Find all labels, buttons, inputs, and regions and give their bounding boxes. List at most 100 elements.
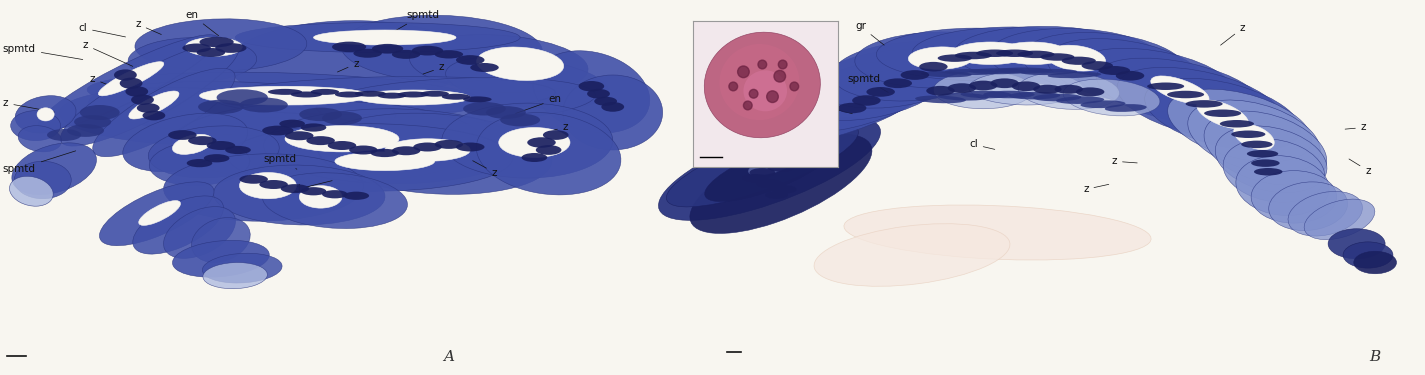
Text: spmtd: spmtd xyxy=(3,44,83,60)
Ellipse shape xyxy=(1231,130,1265,138)
Ellipse shape xyxy=(1167,91,1204,98)
Ellipse shape xyxy=(60,87,311,145)
Ellipse shape xyxy=(435,50,463,58)
Ellipse shape xyxy=(955,52,992,59)
Ellipse shape xyxy=(217,89,268,106)
Ellipse shape xyxy=(1247,150,1278,158)
Ellipse shape xyxy=(720,44,799,120)
Text: z: z xyxy=(83,40,133,66)
Ellipse shape xyxy=(1047,72,1102,78)
Ellipse shape xyxy=(844,205,1151,260)
Ellipse shape xyxy=(908,47,973,69)
Ellipse shape xyxy=(1062,57,1096,65)
Ellipse shape xyxy=(1220,120,1254,128)
Text: z: z xyxy=(338,59,359,72)
Ellipse shape xyxy=(852,95,881,106)
Ellipse shape xyxy=(832,42,992,101)
Circle shape xyxy=(789,82,798,91)
Ellipse shape xyxy=(1288,191,1362,236)
Ellipse shape xyxy=(752,156,781,165)
Ellipse shape xyxy=(758,80,923,146)
Ellipse shape xyxy=(214,165,385,225)
Ellipse shape xyxy=(128,91,180,119)
Text: gr: gr xyxy=(855,21,884,45)
Ellipse shape xyxy=(215,43,247,53)
Ellipse shape xyxy=(301,123,326,132)
Ellipse shape xyxy=(533,51,650,133)
Ellipse shape xyxy=(142,111,165,120)
Ellipse shape xyxy=(1116,71,1144,81)
Ellipse shape xyxy=(1076,87,1104,96)
Ellipse shape xyxy=(204,154,229,162)
Ellipse shape xyxy=(997,42,1069,64)
Ellipse shape xyxy=(11,143,97,195)
Ellipse shape xyxy=(16,96,76,133)
Ellipse shape xyxy=(667,123,858,207)
Ellipse shape xyxy=(587,89,610,99)
Ellipse shape xyxy=(372,44,403,54)
Ellipse shape xyxy=(1188,100,1320,174)
Ellipse shape xyxy=(463,96,492,102)
Ellipse shape xyxy=(921,71,972,77)
Ellipse shape xyxy=(239,175,268,184)
Ellipse shape xyxy=(228,21,470,103)
Ellipse shape xyxy=(1033,85,1062,94)
Ellipse shape xyxy=(87,72,483,119)
Ellipse shape xyxy=(353,49,382,58)
Ellipse shape xyxy=(1234,124,1274,150)
Ellipse shape xyxy=(1254,168,1282,176)
Ellipse shape xyxy=(1342,242,1392,268)
Ellipse shape xyxy=(335,152,435,171)
Ellipse shape xyxy=(915,96,966,103)
Ellipse shape xyxy=(398,92,429,98)
Ellipse shape xyxy=(938,93,989,100)
Ellipse shape xyxy=(948,83,976,93)
Ellipse shape xyxy=(349,146,378,154)
Ellipse shape xyxy=(594,97,617,106)
Ellipse shape xyxy=(1104,104,1147,112)
Ellipse shape xyxy=(172,134,212,154)
Ellipse shape xyxy=(74,115,111,129)
Ellipse shape xyxy=(164,207,235,258)
Ellipse shape xyxy=(262,173,408,228)
Ellipse shape xyxy=(279,120,305,128)
Ellipse shape xyxy=(969,68,1026,74)
Ellipse shape xyxy=(200,37,234,47)
Ellipse shape xyxy=(1022,33,1187,95)
Ellipse shape xyxy=(10,176,53,206)
Ellipse shape xyxy=(536,145,561,155)
Ellipse shape xyxy=(1009,92,1060,99)
Ellipse shape xyxy=(133,196,224,254)
Ellipse shape xyxy=(299,108,342,121)
Ellipse shape xyxy=(137,103,160,113)
Ellipse shape xyxy=(1251,159,1280,167)
Text: z: z xyxy=(542,123,569,132)
FancyBboxPatch shape xyxy=(0,0,648,375)
Text: z: z xyxy=(135,20,161,34)
Ellipse shape xyxy=(499,128,570,158)
Ellipse shape xyxy=(88,81,396,136)
Ellipse shape xyxy=(527,137,556,148)
Text: cl: cl xyxy=(969,140,995,149)
Ellipse shape xyxy=(343,192,369,200)
Ellipse shape xyxy=(1354,251,1396,274)
Ellipse shape xyxy=(1080,100,1126,108)
Ellipse shape xyxy=(1040,53,1074,61)
Ellipse shape xyxy=(262,126,294,135)
Ellipse shape xyxy=(470,63,499,72)
Ellipse shape xyxy=(356,90,470,105)
Ellipse shape xyxy=(969,81,998,90)
Ellipse shape xyxy=(123,113,248,172)
Circle shape xyxy=(738,66,750,78)
Ellipse shape xyxy=(228,124,513,191)
Ellipse shape xyxy=(10,111,60,141)
Ellipse shape xyxy=(299,186,342,208)
Text: z: z xyxy=(90,74,118,89)
Ellipse shape xyxy=(67,124,104,137)
Ellipse shape xyxy=(522,153,547,162)
Ellipse shape xyxy=(135,19,306,71)
Ellipse shape xyxy=(19,126,61,152)
Circle shape xyxy=(750,89,758,98)
Ellipse shape xyxy=(311,89,339,95)
Ellipse shape xyxy=(1012,81,1040,91)
